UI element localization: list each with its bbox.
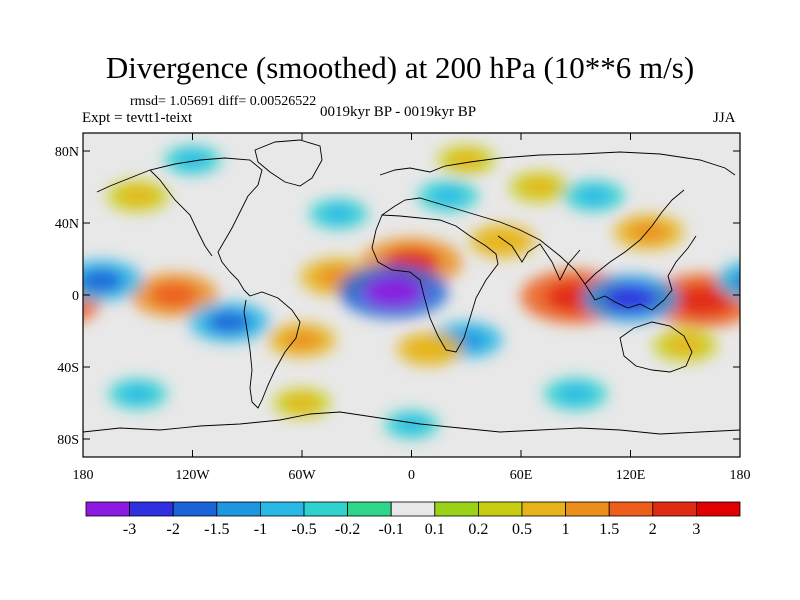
colorbar-label: 2 — [649, 521, 657, 538]
field-feature-core — [673, 285, 734, 316]
colorbar-swatch — [347, 501, 392, 517]
field-feature-core — [396, 416, 427, 433]
field-feature-core — [206, 310, 252, 334]
coastline-south-america — [243, 291, 301, 409]
lon-tick-label: 180 — [730, 468, 751, 483]
field-feature-core — [176, 151, 209, 169]
field-feature — [0, 214, 27, 250]
season-label: JJA — [713, 110, 736, 126]
coastline-southeast-asia — [584, 235, 697, 311]
coastline-north-america — [96, 157, 263, 297]
field-feature-core — [484, 231, 521, 251]
colorbar-swatch — [85, 501, 130, 517]
field-feature-core — [283, 330, 321, 350]
field-feature-core — [778, 385, 800, 402]
field-feature — [787, 273, 800, 317]
lon-tick-label: 60W — [288, 468, 316, 483]
field-feature-core — [286, 394, 318, 412]
colorbar-label: -0.5 — [291, 521, 316, 538]
coastline-greenland — [254, 139, 323, 187]
colorbar-swatch — [129, 501, 174, 517]
lat-tick-label: 40S — [57, 361, 79, 376]
lon-tick-label: 180 — [73, 468, 94, 483]
colorbar-label: -1 — [254, 521, 267, 538]
coastline-africa — [371, 214, 499, 353]
colorbar-label: -2 — [167, 521, 180, 538]
field-feature-core — [522, 178, 556, 196]
colorbar-swatch — [303, 501, 348, 517]
colorbar-label: -0.2 — [335, 521, 360, 538]
colorbar-swatch — [434, 501, 479, 517]
colorbar-swatch — [477, 501, 523, 517]
field-feature-core — [735, 273, 740, 288]
field-feature-core — [322, 205, 355, 223]
field-feature-core — [121, 385, 155, 403]
coastline-europe-asia — [379, 151, 736, 176]
field-feature — [765, 379, 800, 410]
field-feature — [716, 261, 740, 300]
divergence-field — [0, 145, 800, 440]
field-feature-core — [558, 384, 594, 404]
field-feature-core — [11, 336, 46, 354]
field-feature — [764, 180, 800, 212]
colorbar-swatch — [521, 501, 566, 517]
coastlines — [83, 139, 740, 435]
field-feature-core — [629, 222, 669, 242]
coastline-europe-south — [381, 189, 685, 285]
colorbar-swatch — [216, 501, 261, 517]
field-feature-core — [150, 282, 199, 308]
lat-tick-label: 40N — [55, 217, 79, 232]
lat-tick-label: 80N — [55, 145, 79, 160]
field-feature-core — [431, 187, 465, 205]
coastline-australia — [619, 321, 693, 373]
field-feature-core — [0, 222, 11, 242]
lon-tick-label: 120E — [616, 468, 646, 483]
colorbar-label: 3 — [692, 521, 700, 538]
field-feature-core — [83, 269, 125, 293]
field-feature-core — [778, 187, 800, 205]
colorbar-swatch — [390, 501, 436, 517]
field-feature-core — [120, 187, 155, 205]
experiment-label: Expt = tevtt1-teixt — [82, 110, 193, 126]
colorbar-swatch — [259, 501, 305, 517]
colorbar-label: 1 — [562, 521, 570, 538]
coastline-antarctica — [83, 411, 740, 435]
field-feature-core — [450, 151, 482, 169]
colorbar: -3 -2 -1.5 -1 -0.5 -0.2 -0.1 0.1 0.2 0.5 1 1.5 2 3 — [85, 501, 741, 538]
latitude-axis: 80N 40N 0 40S 80S — [55, 145, 740, 448]
field-feature — [0, 275, 22, 323]
colorbar-swatch — [172, 501, 218, 517]
colorbar-swatch — [608, 501, 654, 517]
colorbar-label: -3 — [123, 521, 136, 538]
colorbar-swatch — [652, 501, 697, 517]
coastline-north-america-west — [149, 169, 213, 257]
field-feature-core — [577, 187, 611, 205]
lat-tick-label: 0 — [72, 289, 79, 304]
colorbar-label: -0.1 — [379, 521, 404, 538]
colorbar-label: -1.5 — [204, 521, 229, 538]
longitude-axis: 180 120W 60W 0 60E 120E 180 — [73, 133, 751, 483]
field-feature-core — [603, 285, 658, 312]
lon-tick-label: 0 — [408, 468, 415, 483]
colorbar-swatch — [696, 501, 741, 517]
colorbar-label: 0.1 — [425, 521, 445, 538]
figure-title: Divergence (smoothed) at 200 hPa (10**6 … — [105, 50, 695, 85]
field-feature — [0, 329, 60, 362]
lon-tick-label: 60E — [510, 468, 533, 483]
stats-line: rmsd= 1.05691 diff= 0.00526522 — [130, 94, 317, 109]
colorbar-label: 1.5 — [599, 521, 619, 538]
colorbar-swatch — [565, 501, 610, 517]
lat-tick-label: 80S — [57, 433, 79, 448]
field-feature-core — [16, 286, 77, 316]
field-feature-core — [411, 339, 448, 359]
field-feature-core — [667, 336, 703, 355]
field-feature-core — [363, 276, 424, 307]
lon-tick-label: 120W — [175, 468, 210, 483]
period-label: 0019kyr BP - 0019kyr BP — [320, 104, 477, 120]
coastline-arabia-india — [497, 235, 581, 282]
colorbar-label: 0.5 — [512, 521, 532, 538]
colorbar-label: 0.2 — [468, 521, 488, 538]
